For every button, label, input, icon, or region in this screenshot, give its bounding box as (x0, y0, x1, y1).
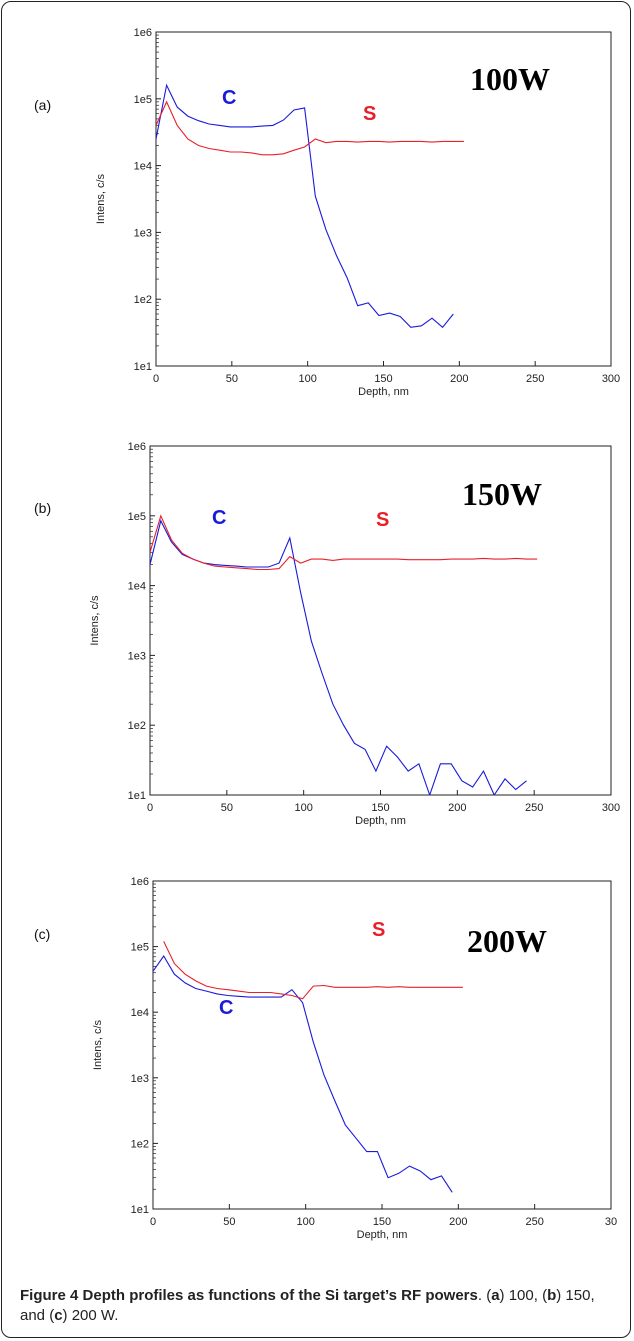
x-axis-label: Depth, nm (358, 386, 409, 398)
x-tick-label: 200 (450, 373, 468, 385)
y-tick-label: 1e3 (134, 227, 152, 239)
x-tick-label: 100 (296, 1216, 314, 1228)
y-tick-label: 1e5 (128, 511, 146, 523)
caption-ref-a: a (491, 1287, 500, 1304)
y-tick-label: 1e3 (128, 650, 146, 662)
x-tick-label: 250 (525, 1216, 543, 1228)
y-tick-label: 1e6 (131, 876, 149, 888)
power-annotation: 200W (467, 923, 547, 959)
series-line-s (156, 100, 464, 156)
x-tick-label: 0 (153, 373, 159, 385)
y-tick-label: 1e1 (134, 361, 152, 373)
caption-text: ) 150, and ( (20, 1287, 595, 1324)
y-tick-label: 1e6 (128, 441, 146, 453)
series-line-c (156, 83, 454, 329)
caption-ref-b: b (547, 1287, 557, 1304)
panel-label-b: (b) (34, 500, 52, 516)
y-axis-label: Intens, c/s (95, 173, 107, 224)
x-tick-label: 200 (449, 1216, 467, 1228)
x-axis-label: Depth, nm (355, 815, 406, 827)
panel-label-a: (a) (34, 97, 52, 113)
x-tick-label: 0 (150, 1216, 156, 1228)
caption-text: . ( (477, 1287, 492, 1304)
y-tick-label: 1e2 (131, 1138, 149, 1150)
y-tick-label: 1e6 (134, 27, 152, 39)
x-tick-label: 300 (602, 373, 620, 385)
x-tick-label: 150 (374, 373, 392, 385)
power-annotation: 100W (470, 61, 550, 97)
y-tick-label: 1e3 (131, 1073, 149, 1085)
x-tick-label: 200 (448, 802, 466, 814)
x-tick-label: 50 (221, 802, 233, 814)
y-tick-label: 1e1 (131, 1204, 149, 1216)
y-tick-label: 1e4 (128, 581, 146, 593)
y-tick-label: 1e5 (134, 94, 152, 106)
panel-label-c: (c) (34, 926, 51, 942)
y-tick-label: 1e1 (128, 790, 146, 802)
caption-text: ) 100, ( (499, 1287, 548, 1304)
y-tick-label: 1e2 (128, 720, 146, 732)
series-label-c: C (222, 87, 236, 109)
chart-panel-a: 0 50 100 150 200 250 300 1e1 1e2 1e3 1e4 1e5 1e6 Dept… (95, 27, 620, 398)
caption-figure-number: Figure 4 (20, 1287, 79, 1304)
caption-text: ) 200 W. (62, 1307, 119, 1324)
x-tick-label: 150 (373, 1216, 391, 1228)
series-line-s (163, 941, 463, 1000)
x-tick-label: 100 (298, 373, 316, 385)
x-tick-label: 50 (226, 373, 238, 385)
y-axis-label: Intens, c/s (89, 595, 101, 646)
y-tick-label: 1e2 (134, 294, 152, 306)
caption-ref-c: c (54, 1307, 63, 1324)
chart-panel-b: 0 50 100 150 200 250 300 1e1 1e2 1e3 1e4 1e5 1e6 Dept… (89, 441, 620, 827)
chart-panel-c: 0 50 100 150 200 250 30 1e1 1e2 1e3 1e4 1e5 1e6 Depth… (92, 876, 617, 1241)
x-tick-label: 0 (147, 802, 153, 814)
x-tick-label: 50 (223, 1216, 235, 1228)
y-tick-label: 1e4 (134, 161, 152, 173)
x-tick-label: 30 (605, 1216, 617, 1228)
y-axis-label: Intens, c/s (92, 1019, 104, 1070)
series-label-s: S (363, 103, 376, 125)
x-tick-label: 250 (525, 802, 543, 814)
x-tick-label: 100 (294, 802, 312, 814)
series-label-s: S (376, 509, 389, 531)
x-tick-label: 150 (371, 802, 389, 814)
x-tick-label: 300 (602, 802, 620, 814)
series-line-c (153, 954, 453, 1193)
figure-caption: Figure 4 Depth profiles as functions of … (20, 1286, 616, 1326)
series-line-s (150, 514, 538, 571)
series-label-c: C (212, 507, 226, 529)
y-tick-label: 1e5 (131, 942, 149, 954)
series-line-c (150, 519, 527, 795)
power-annotation: 150W (462, 476, 542, 512)
x-tick-label: 250 (526, 373, 544, 385)
series-label-s: S (372, 919, 385, 941)
caption-title: Depth profiles as functions of the Si ta… (82, 1287, 478, 1304)
series-label-c: C (219, 997, 233, 1019)
y-tick-label: 1e4 (131, 1007, 149, 1019)
x-axis-label: Depth, nm (357, 1229, 408, 1241)
